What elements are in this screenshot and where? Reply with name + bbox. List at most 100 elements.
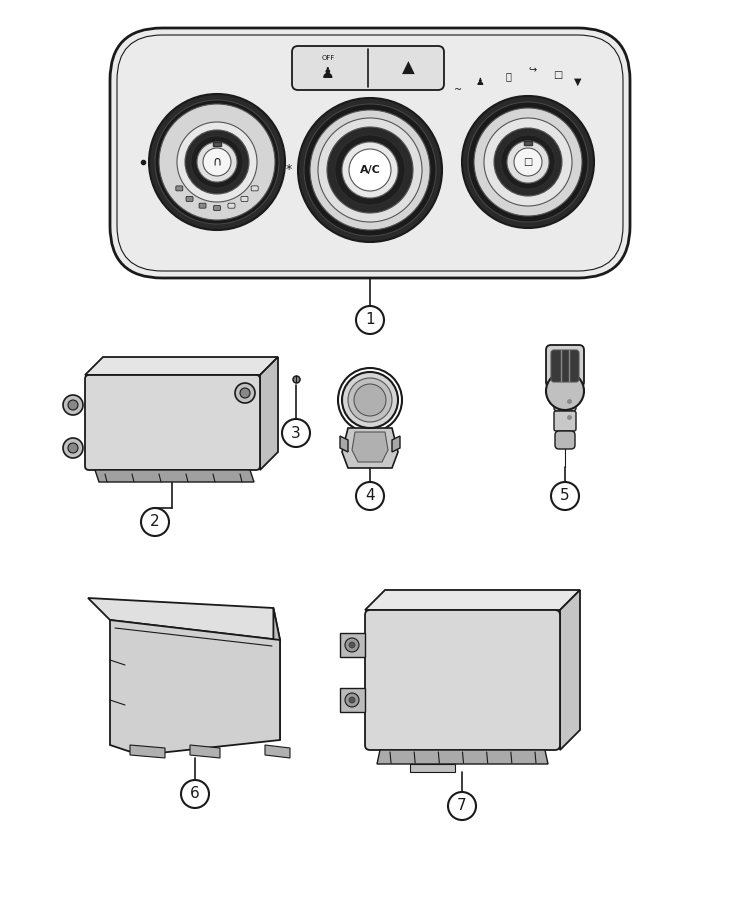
Circle shape (185, 130, 249, 194)
Text: ▼: ▼ (574, 77, 582, 87)
Circle shape (159, 104, 275, 220)
Circle shape (448, 792, 476, 820)
Circle shape (484, 118, 572, 206)
Circle shape (149, 94, 285, 230)
Text: ♟: ♟ (476, 77, 485, 87)
Polygon shape (260, 357, 278, 470)
FancyBboxPatch shape (199, 203, 206, 208)
Polygon shape (340, 436, 348, 452)
Polygon shape (340, 633, 365, 657)
Circle shape (349, 697, 355, 703)
Circle shape (507, 141, 549, 183)
Text: ▲: ▲ (402, 59, 414, 77)
FancyBboxPatch shape (186, 196, 193, 202)
Circle shape (327, 127, 413, 213)
Text: ⛹: ⛹ (505, 71, 511, 81)
Polygon shape (95, 470, 254, 482)
Circle shape (310, 110, 430, 230)
Text: A/C: A/C (359, 165, 380, 175)
Circle shape (546, 372, 584, 410)
Circle shape (349, 642, 355, 648)
Circle shape (356, 306, 384, 334)
Polygon shape (352, 432, 388, 462)
FancyBboxPatch shape (241, 196, 248, 202)
Text: 2: 2 (150, 515, 160, 529)
Bar (213, 142, 221, 146)
Circle shape (335, 135, 405, 205)
Circle shape (203, 148, 231, 176)
Text: ~: ~ (454, 85, 462, 95)
Circle shape (345, 638, 359, 652)
Polygon shape (410, 764, 455, 772)
Polygon shape (110, 620, 280, 755)
Text: 5: 5 (560, 489, 570, 503)
Polygon shape (88, 598, 280, 640)
FancyBboxPatch shape (213, 205, 221, 211)
Text: 1: 1 (365, 312, 375, 328)
Circle shape (356, 482, 384, 510)
Circle shape (474, 108, 582, 216)
Circle shape (494, 128, 562, 196)
Polygon shape (85, 357, 278, 375)
Text: □: □ (554, 70, 562, 80)
Circle shape (468, 102, 588, 222)
Circle shape (298, 98, 442, 242)
Circle shape (240, 388, 250, 398)
FancyBboxPatch shape (551, 350, 579, 382)
Polygon shape (560, 590, 580, 750)
Circle shape (141, 508, 169, 536)
Text: *: * (286, 164, 292, 176)
Circle shape (197, 142, 237, 182)
Polygon shape (365, 590, 580, 610)
Circle shape (354, 384, 386, 416)
Circle shape (342, 142, 398, 198)
Text: ↪: ↪ (528, 65, 536, 75)
Text: □: □ (523, 157, 533, 167)
Text: 6: 6 (190, 787, 200, 802)
Circle shape (551, 482, 579, 510)
Circle shape (342, 372, 398, 428)
Circle shape (282, 419, 310, 447)
Circle shape (514, 148, 542, 176)
Polygon shape (377, 750, 548, 764)
Circle shape (501, 135, 555, 189)
Text: OFF: OFF (322, 55, 335, 61)
Circle shape (345, 693, 359, 707)
Circle shape (462, 96, 594, 228)
Circle shape (349, 149, 391, 191)
Circle shape (68, 400, 78, 410)
Circle shape (68, 443, 78, 453)
FancyBboxPatch shape (176, 186, 183, 191)
FancyBboxPatch shape (85, 375, 260, 470)
FancyBboxPatch shape (365, 610, 560, 750)
Circle shape (348, 378, 392, 422)
Circle shape (181, 780, 209, 808)
Text: 7: 7 (457, 798, 467, 814)
Circle shape (235, 383, 255, 403)
FancyBboxPatch shape (292, 46, 444, 90)
Circle shape (155, 100, 279, 224)
FancyBboxPatch shape (251, 186, 258, 191)
Polygon shape (273, 608, 280, 740)
Polygon shape (190, 745, 220, 758)
Polygon shape (265, 745, 290, 758)
FancyBboxPatch shape (546, 345, 584, 387)
FancyBboxPatch shape (228, 203, 235, 208)
Text: 3: 3 (291, 426, 301, 440)
Polygon shape (342, 428, 398, 468)
Text: ∩: ∩ (213, 156, 222, 168)
Polygon shape (392, 436, 400, 452)
Bar (524, 141, 532, 145)
FancyBboxPatch shape (110, 28, 630, 278)
Circle shape (63, 395, 83, 415)
Circle shape (63, 438, 83, 458)
FancyBboxPatch shape (555, 431, 575, 449)
Text: 4: 4 (365, 489, 375, 503)
FancyBboxPatch shape (554, 411, 576, 431)
Polygon shape (340, 688, 365, 712)
Text: ♟: ♟ (321, 67, 335, 82)
Circle shape (177, 122, 257, 202)
Polygon shape (130, 745, 165, 758)
Circle shape (191, 136, 243, 188)
Circle shape (304, 104, 436, 236)
